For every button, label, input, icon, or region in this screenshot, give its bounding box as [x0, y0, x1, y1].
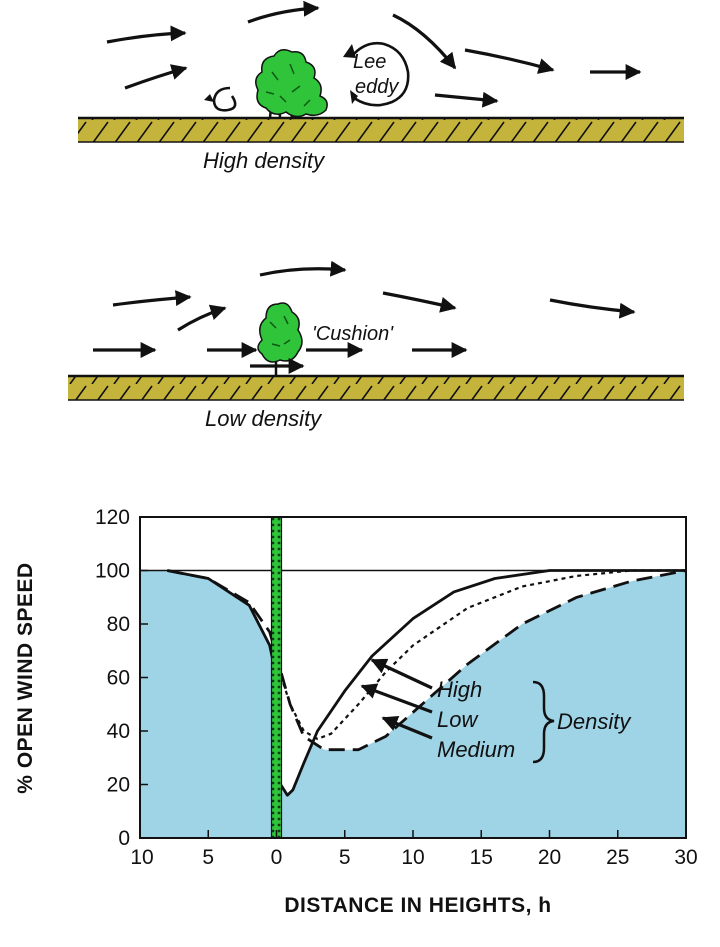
y-axis-title: % OPEN WIND SPEED: [14, 562, 37, 793]
low-density-diagram: 'Cushion' Low density: [68, 260, 684, 431]
series-line-medium: [167, 569, 687, 752]
y-tick-label: 20: [107, 774, 130, 797]
shelterbelt-bar: [270, 516, 283, 839]
y-tick-label: 40: [107, 720, 130, 743]
x-tick-label: 20: [538, 846, 561, 869]
legend-brace: [532, 680, 555, 764]
shelterbelt-bar-rect: [270, 516, 283, 839]
low-density-caption: Low density: [205, 406, 323, 431]
x-tick-label: 5: [339, 846, 351, 869]
lee-eddy-label-line2: eddy: [355, 76, 399, 98]
y-tick-label: 120: [95, 506, 130, 529]
x-tick-label: 25: [606, 846, 629, 869]
lee-eddy-label-line1: Lee: [353, 51, 386, 73]
density-legend: High Low Medium Density: [360, 658, 632, 764]
x-tick-label: 0: [271, 846, 283, 869]
legend-arrow-medium: [381, 716, 433, 740]
y-tick-label: 80: [107, 613, 130, 636]
legend-arrow-high: [370, 658, 433, 690]
wind-arrows-high: [106, 0, 642, 108]
x-tick-label: 30: [674, 846, 697, 869]
y-tick-label: 100: [95, 560, 130, 583]
legend-density-label: Density: [557, 709, 632, 734]
x-tick-label: 5: [202, 846, 214, 869]
ground-strip-low: [68, 374, 684, 401]
legend-low-label: Low: [437, 707, 479, 732]
ground-strip-high: [78, 116, 684, 143]
x-axis-title: DISTANCE IN HEIGHTS, h: [284, 894, 551, 917]
x-tick-label: 15: [470, 846, 493, 869]
legend-arrow-low: [360, 683, 433, 714]
cushion-label: 'Cushion': [312, 323, 394, 345]
sparse-tree: [257, 302, 303, 376]
x-tick-label: 10: [130, 846, 153, 869]
x-tick-label: 10: [401, 846, 424, 869]
y-tick-label: 0: [118, 827, 130, 850]
dense-tree: [255, 49, 328, 119]
series-line-low: [167, 569, 686, 741]
high-density-caption: High density: [203, 148, 326, 173]
y-tick-label: 60: [107, 667, 130, 690]
lee-eddy-icon: [343, 41, 410, 107]
wind-speed-chart: 0 20 40 60 80 100 120 10 5 0 5 10 15 20 25 30 High Low …: [14, 506, 698, 917]
windward-eddy-icon: [204, 86, 237, 112]
wind-arrows-low: [93, 260, 636, 374]
series-layer: [167, 569, 687, 797]
high-density-diagram: Lee eddy High density: [78, 0, 684, 173]
legend-high-label: High: [437, 677, 482, 702]
tick-layer: 0 20 40 60 80 100 120 10 5 0 5 10 15 20 25 30: [95, 506, 698, 869]
legend-medium-label: Medium: [437, 737, 515, 762]
